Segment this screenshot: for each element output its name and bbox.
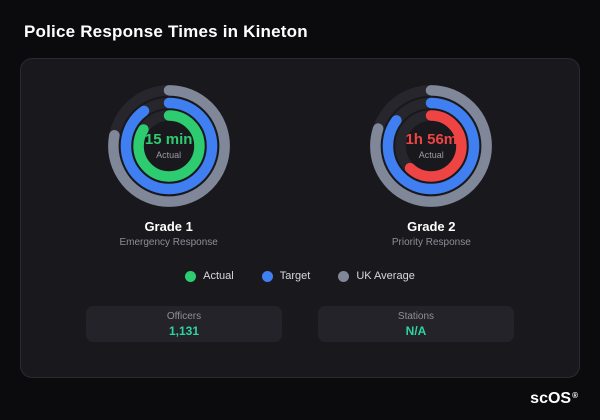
stats-row: Officers 1,131 Stations N/A [21,306,579,342]
uk-average-dot-icon [338,270,350,282]
gauge-grade-2-title: Grade 2 [407,219,456,234]
legend-item-target[interactable]: Target [261,270,311,282]
gauge-grade-1: 15 min Actual Grade 1 Emergency Response [54,83,284,248]
gauge-grade-2-svg [370,85,493,207]
response-times-card: 15 min Actual Grade 1 Emergency Response… [20,58,580,378]
actual-dot-icon [185,270,197,282]
gauge-grade-2: 1h 56m Actual Grade 2 Priority Response [316,83,546,248]
gauge-grade-2-rings: 1h 56m Actual [368,83,494,209]
stat-officers-value: 1,131 [168,323,200,338]
gauges-row: 15 min Actual Grade 1 Emergency Response… [21,83,579,248]
legend: Actual Target UK Average [185,270,415,282]
gauge-grade-2-subtitle: Priority Response [391,237,471,248]
stat-stations-value: N/A [405,323,427,338]
scos-logo: scOS ® [530,390,578,408]
stat-officers: Officers 1,131 [86,306,282,342]
stat-officers-label: Officers [166,310,202,322]
gauge-grade-1-title: Grade 1 [144,219,193,234]
legend-item-actual[interactable]: Actual [185,270,234,282]
gauge-grade-1-subtitle: Emergency Response [119,237,218,248]
legend-label-target: Target [279,270,311,282]
gauge-grade-1-rings: 15 min Actual [106,83,232,209]
legend-label-actual: Actual [203,270,234,282]
gauge-grade-1-svg [107,85,230,207]
stat-stations-label: Stations [397,310,435,322]
legend-label-uk-average: UK Average [356,270,415,282]
scos-logo-text: scOS [530,390,572,407]
page-title: Police Response Times in Kineton [24,22,308,41]
stat-stations: Stations N/A [318,306,514,342]
registered-trademark-icon: ® [572,391,578,400]
legend-item-uk-average[interactable]: UK Average [338,270,415,282]
target-dot-icon [261,270,273,282]
